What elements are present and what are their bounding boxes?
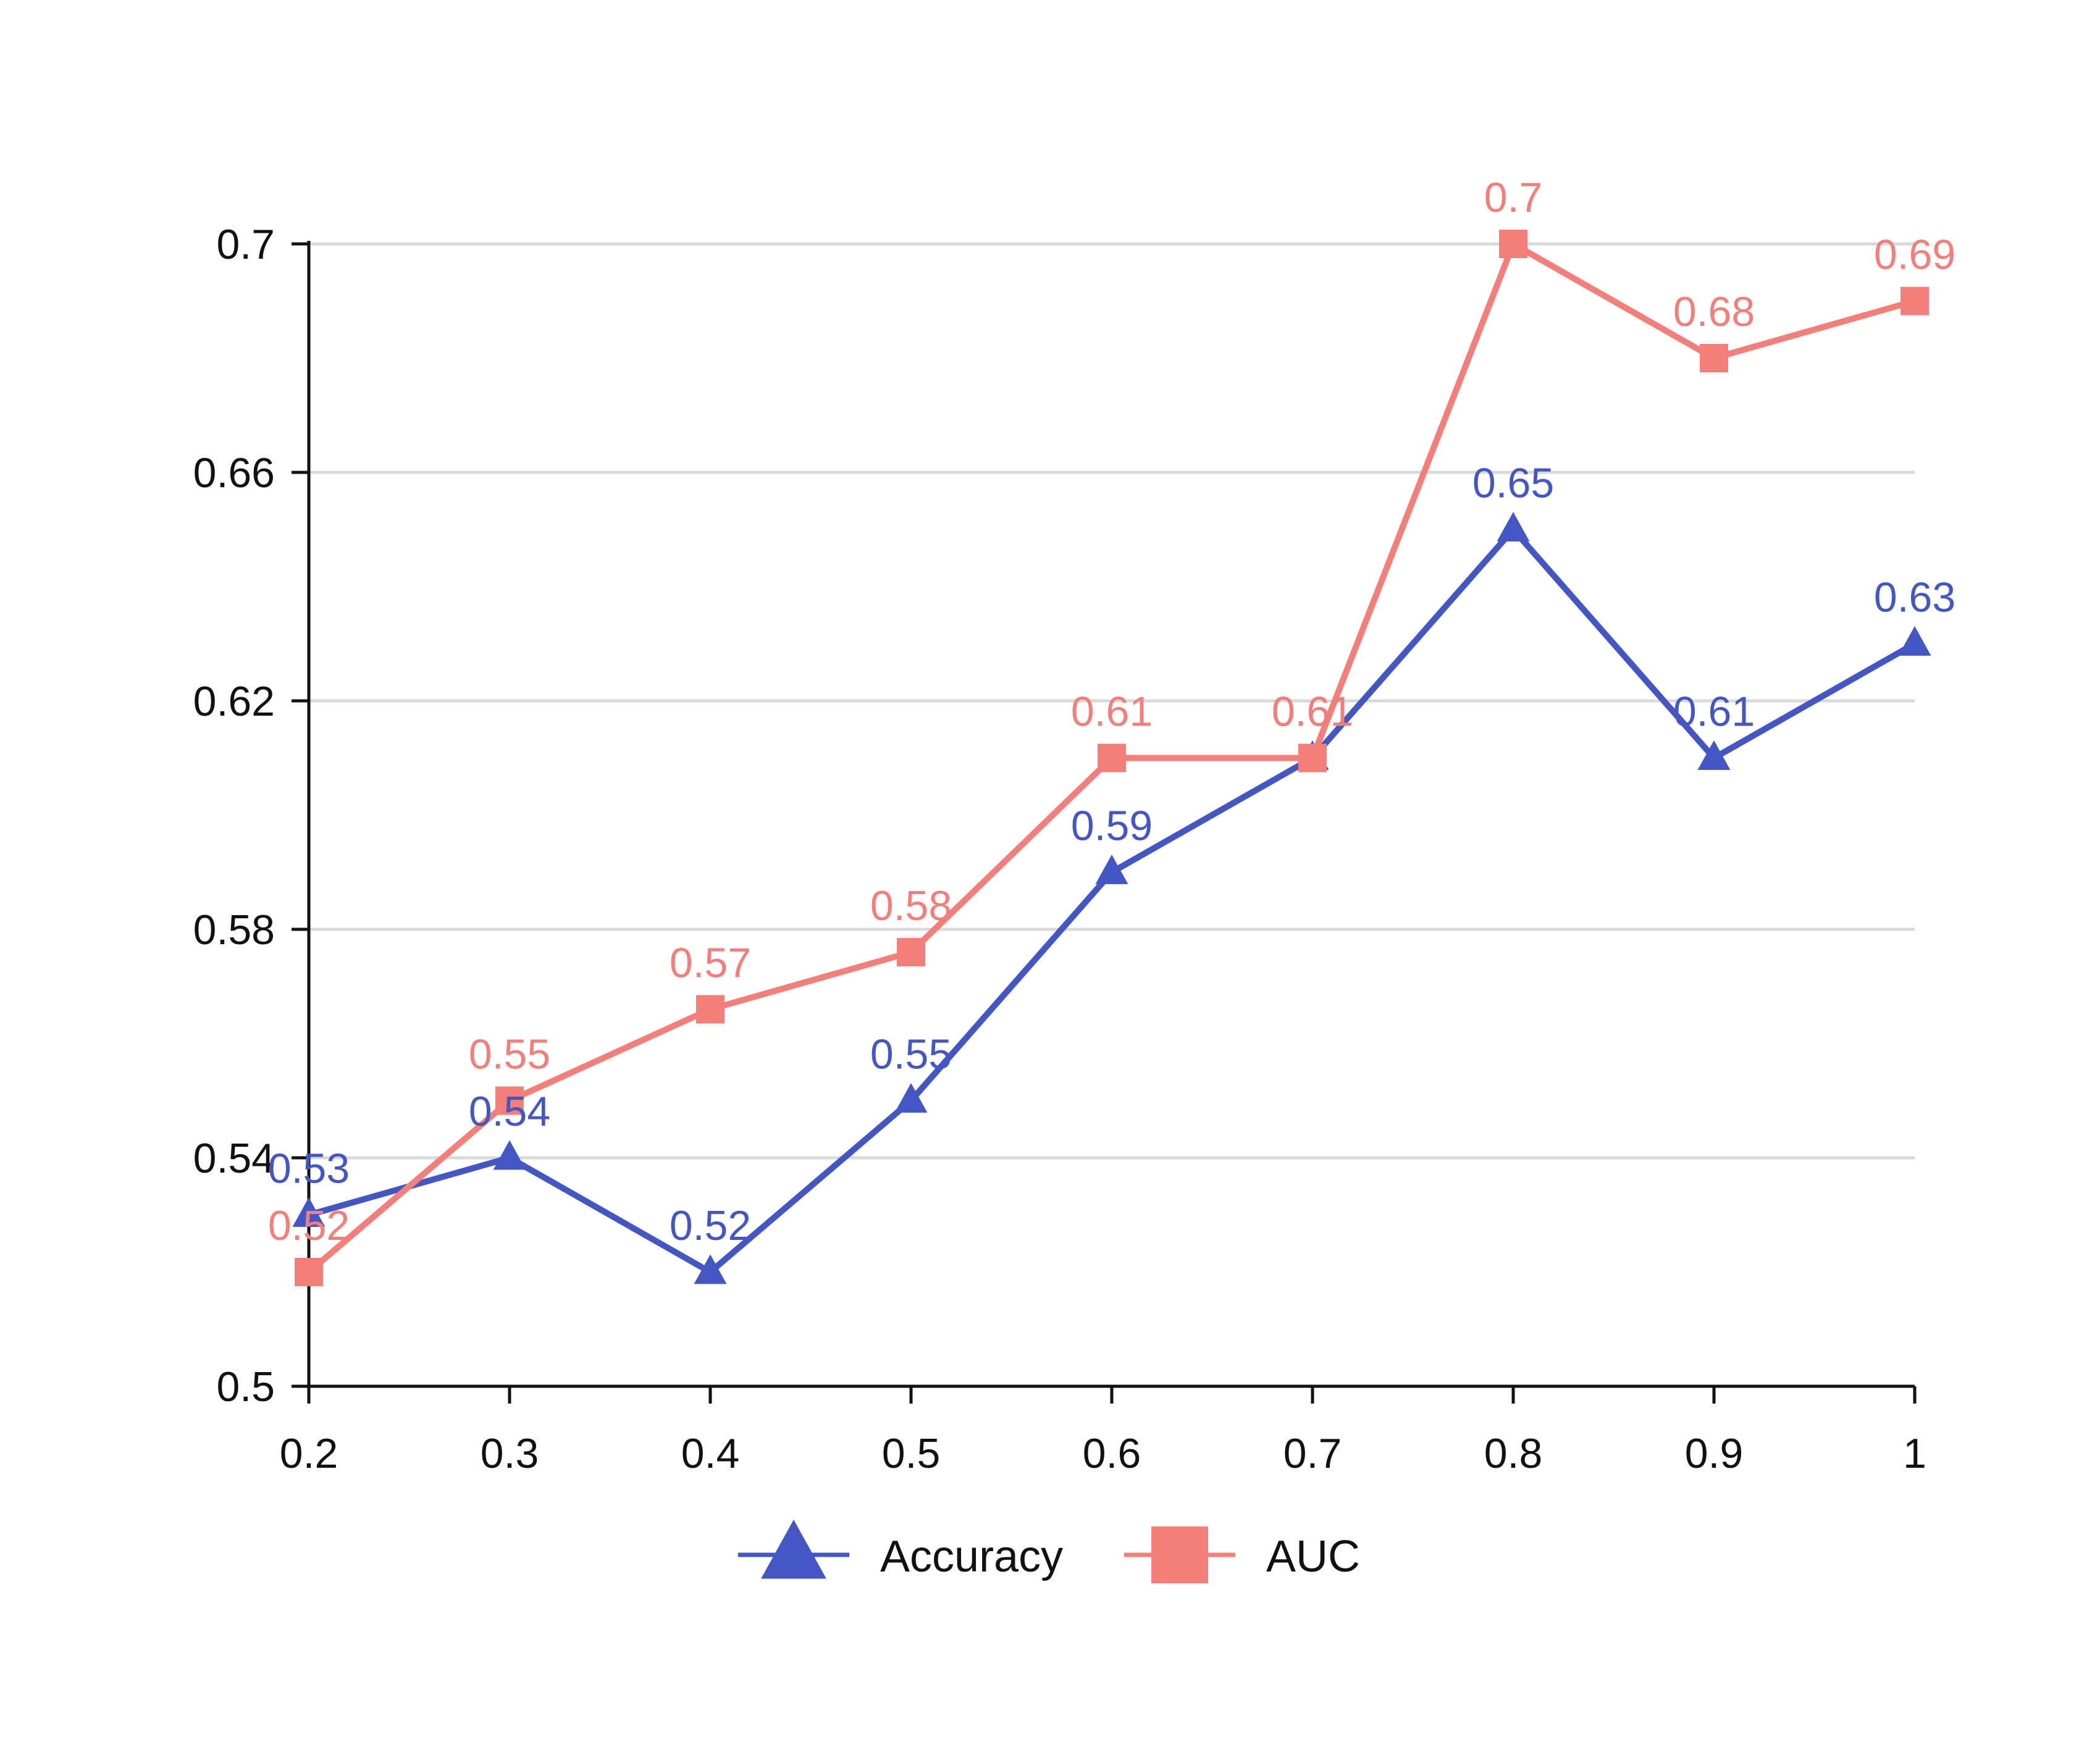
auc-point-4 (1098, 743, 1126, 772)
y-tick-label-2: 0.58 (193, 906, 275, 953)
data-labels: 0.53 0.54 0.52 0.55 0.59 0.61 0.65 0.61 0.63 0.52… (268, 174, 1955, 1249)
accuracy-label-8: 0.63 (1874, 574, 1955, 621)
accuracy-label-5: 0.61 (1272, 689, 1353, 735)
y-axis-ticks: 0.5 0.54 0.58 0.62 0.66 0.7 (193, 221, 309, 1410)
accuracy-point-3 (894, 1082, 928, 1113)
x-tick-label-6: 0.8 (1484, 1430, 1543, 1477)
auc-point-2 (696, 995, 724, 1024)
legend-auc-label: AUC (1266, 1532, 1360, 1581)
accuracy-point-2 (694, 1254, 727, 1284)
accuracy-point-4 (1095, 854, 1128, 884)
accuracy-label-7: 0.61 (1673, 689, 1755, 735)
accuracy-label-6: 0.65 (1472, 460, 1554, 507)
auc-point-1 (495, 1086, 524, 1115)
x-tick-label-4: 0.6 (1083, 1430, 1141, 1477)
y-tick-label-1: 0.54 (193, 1135, 275, 1182)
legend: Accuracy AUC (738, 1519, 1360, 1583)
auc-label-8: 0.69 (1874, 232, 1955, 278)
auc-label-7: 0.68 (1673, 288, 1755, 335)
y-tick-label-4: 0.66 (193, 450, 275, 496)
y-tick-label-3: 0.62 (193, 678, 275, 725)
auc-label-6: 0.7 (1484, 174, 1543, 221)
accuracy-point-1 (493, 1140, 526, 1170)
accuracy-point-0 (292, 1197, 326, 1227)
x-tick-label-8: 1 (1903, 1430, 1926, 1477)
accuracy-point-6 (1497, 511, 1530, 542)
accuracy-point-7 (1697, 740, 1731, 770)
auc-point-7 (1700, 344, 1728, 372)
auc-label-4: 0.61 (1071, 689, 1153, 735)
auc-label-0: 0.52 (268, 1202, 350, 1249)
auc-label-3: 0.58 (870, 882, 952, 929)
legend-accuracy-label: Accuracy (880, 1532, 1063, 1581)
x-tick-label-1: 0.3 (481, 1430, 539, 1477)
legend-accuracy-marker (761, 1519, 826, 1579)
accuracy-line (308, 526, 1917, 1275)
accuracy-label-2: 0.52 (670, 1202, 751, 1249)
auc-label-2: 0.57 (670, 940, 751, 987)
series-group (292, 230, 1931, 1286)
y-tick-label-5: 0.7 (216, 221, 275, 268)
accuracy-label-0: 0.53 (268, 1145, 350, 1192)
accuracy-label-4: 0.59 (1071, 803, 1153, 850)
x-axis-ticks: 0.2 0.3 0.4 0.5 0.6 0.7 0.8 0.9 1 (280, 1386, 1926, 1477)
auc-point-5 (1298, 743, 1327, 772)
auc-point-0 (295, 1258, 323, 1286)
x-tick-label-5: 0.7 (1283, 1430, 1342, 1477)
auc-point-6 (1499, 230, 1527, 258)
y-tick-label-0: 0.5 (216, 1363, 275, 1410)
auc-point-3 (897, 938, 925, 966)
x-tick-label-0: 0.2 (280, 1430, 338, 1477)
x-tick-label-2: 0.4 (681, 1430, 740, 1477)
accuracy-point-8 (1898, 626, 1931, 656)
accuracy-label-3: 0.55 (870, 1031, 952, 1078)
grid-lines (309, 242, 1915, 1160)
auc-label-1: 0.55 (469, 1031, 550, 1078)
x-tick-label-7: 0.9 (1685, 1430, 1744, 1477)
auc-point-8 (1900, 287, 1929, 316)
accuracy-label-1: 0.54 (469, 1088, 550, 1135)
auc-label-5: 0.61 (1272, 689, 1353, 735)
legend-auc-marker (1151, 1526, 1208, 1583)
x-tick-label-3: 0.5 (882, 1430, 941, 1477)
